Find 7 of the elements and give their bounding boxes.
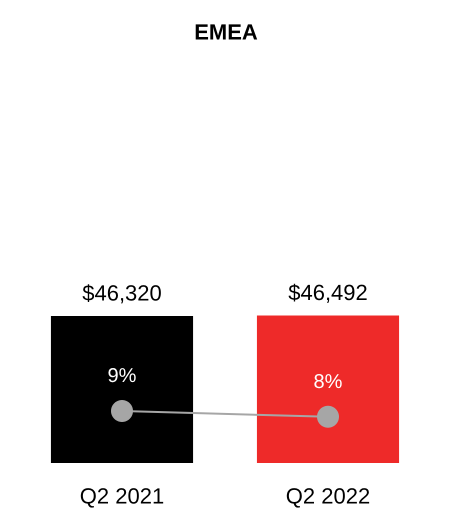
x-tick-label: Q2 2022	[286, 484, 370, 508]
data-label: 8%	[314, 370, 343, 393]
chart-title: EMEA	[194, 20, 258, 44]
data-label: 9%	[108, 365, 137, 387]
data-label: $46,492	[288, 280, 368, 305]
data-label: $46,320	[82, 280, 162, 306]
x-tick-label: Q2 2021	[80, 484, 164, 508]
